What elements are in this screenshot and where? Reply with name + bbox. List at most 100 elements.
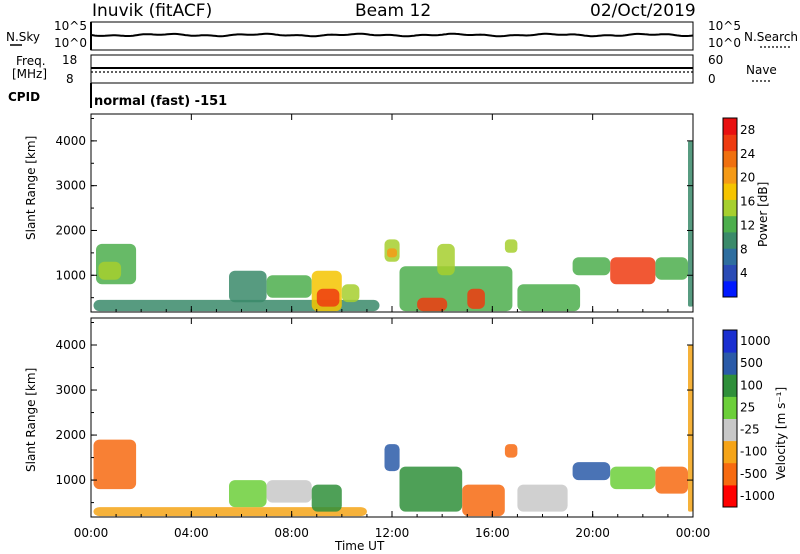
- power-colorbar-frame: [722, 117, 738, 298]
- velocity-colorbar-tick: 1000: [740, 334, 771, 348]
- x-axis-label: Time UT: [335, 539, 385, 553]
- velocity-colorbar-tick: -500: [740, 467, 767, 481]
- power-patch: [688, 140, 693, 307]
- power-patch: [98, 261, 122, 280]
- y-tick-label: 1000: [55, 473, 86, 487]
- velocity-patch: [572, 462, 611, 481]
- power-patch: [437, 243, 455, 276]
- x-tick-label: 04:00: [174, 526, 209, 540]
- x-tick-label: 00:00: [74, 526, 109, 540]
- velocity-colorbar-cell: [723, 330, 737, 353]
- y-tick-label: 1000: [55, 268, 86, 282]
- velocity-colorbar-cell: [723, 374, 737, 397]
- power-colorbar-tick: 24: [740, 147, 755, 161]
- x-tick-label: 08:00: [274, 526, 309, 540]
- power-patch: [467, 288, 485, 309]
- power-patch: [229, 270, 267, 303]
- y-tick-label: 4000: [55, 134, 86, 148]
- freq-unit-label: [MHz]: [12, 67, 48, 81]
- nave-tick-top: 60: [708, 53, 724, 67]
- power-colorbar-cell: [723, 150, 737, 168]
- velocity-colorbar-tick: -100: [740, 445, 767, 459]
- noise-left-tick-bottom: 10^0: [54, 36, 87, 50]
- power-data-layer: [93, 140, 693, 312]
- power-colorbar-cell: [723, 215, 737, 233]
- velocity-patch: [229, 480, 267, 508]
- velocity-patch: [93, 507, 367, 517]
- y-tick-label: 3000: [55, 383, 86, 397]
- power-patch: [517, 284, 581, 312]
- velocity-colorbar-tick: -25: [740, 423, 760, 437]
- power-colorbar-cell: [723, 183, 737, 200]
- y-tick-label: 2000: [55, 428, 86, 442]
- nsearch-label: N.Search: [744, 30, 799, 44]
- power-patch: [387, 248, 397, 258]
- noise-left-tick-top: 10^5: [54, 19, 87, 33]
- nsky-label: N.Sky: [6, 30, 41, 44]
- power-colorbar-cell: [723, 248, 737, 265]
- velocity-colorbar-cell: [723, 462, 737, 486]
- power-colorbar-tick: 8: [740, 242, 748, 256]
- noise-right-tick-top: 10^5: [708, 19, 741, 33]
- power-colorbar-cell: [723, 166, 737, 184]
- power-colorbar-tick: 12: [740, 218, 755, 232]
- velocity-patch: [462, 484, 505, 517]
- freq-label: Freq.: [16, 54, 46, 68]
- power-patch: [655, 257, 688, 280]
- velocity-patch: [384, 444, 400, 472]
- power-colorbar-cell: [723, 280, 737, 298]
- power-colorbar-cell: [723, 264, 737, 282]
- power-patch: [341, 284, 360, 303]
- power-patch: [399, 266, 513, 312]
- velocity-data-layer: [93, 345, 693, 517]
- velocity-patch: [688, 345, 693, 512]
- noise-trace: [90, 32, 694, 38]
- velocity-colorbar-cell: [723, 352, 737, 375]
- power-colorbar-cell: [723, 199, 737, 217]
- velocity-patch: [399, 466, 463, 512]
- x-tick-label: 12:00: [375, 526, 410, 540]
- x-tick-label: 00:00: [676, 526, 711, 540]
- velocity-patch: [655, 466, 688, 494]
- velocity-colorbar-cell: [723, 484, 737, 508]
- power-colorbar-tick: 16: [740, 195, 755, 209]
- freq-tick-top: 18: [62, 53, 78, 67]
- velocity-patch: [610, 466, 656, 490]
- velocity-colorbar-cell: [723, 396, 737, 419]
- freq-tick-bottom: 8: [66, 72, 74, 86]
- power-patch: [316, 288, 340, 307]
- x-tick-label: 20:00: [575, 526, 610, 540]
- power-colorbar-cell: [723, 134, 737, 152]
- y-tick-label: 2000: [55, 223, 86, 237]
- beam-title: Beam 12: [355, 1, 432, 21]
- velocity-patch: [266, 480, 312, 503]
- power-patch: [572, 257, 611, 276]
- y-tick-label: 4000: [55, 338, 86, 352]
- power-colorbar-tick: 28: [740, 123, 755, 137]
- velocity-colorbar-frame: [722, 329, 738, 508]
- velocity-patch: [93, 439, 137, 490]
- velocity-plot-frame: [90, 317, 694, 518]
- nave-label: Nave: [746, 63, 777, 77]
- power-patch: [266, 275, 312, 298]
- power-colorbar-tick: 20: [740, 171, 755, 185]
- y-tick-label: 3000: [55, 179, 86, 193]
- noise-right-tick-bottom: 10^0: [708, 36, 741, 50]
- x-tick-label: 16:00: [475, 526, 510, 540]
- velocity-colorbar-cell: [723, 440, 737, 464]
- power-patch: [93, 299, 380, 312]
- power-colorbar-cell: [723, 118, 737, 135]
- power-patch: [417, 297, 448, 312]
- power-colorbar-tick: 4: [740, 266, 748, 280]
- velocity-patch: [504, 444, 518, 458]
- velocity-colorbar-tick: 500: [740, 356, 763, 370]
- nave-tick-bottom: 0: [708, 72, 716, 86]
- date-title: 02/Oct/2019: [590, 1, 696, 21]
- power-plot-frame: [90, 113, 694, 313]
- power-patch: [610, 257, 656, 285]
- velocity-colorbar-tick: -1000: [740, 489, 775, 503]
- power-colorbar-cell: [723, 231, 737, 249]
- cpid-label: CPID: [8, 90, 41, 104]
- cpid-value: normal (fast) -151: [94, 94, 228, 109]
